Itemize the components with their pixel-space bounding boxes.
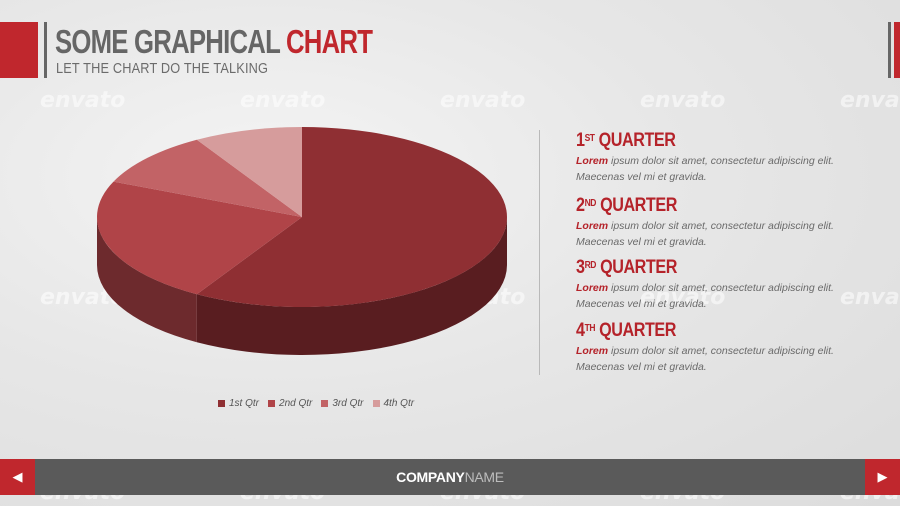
pie-chart: [96, 127, 508, 355]
quarter-suffix: ST: [584, 133, 595, 144]
quarter-heading: 1ST QUARTER: [576, 130, 831, 152]
page-title: SOME GRAPHICAL CHART: [55, 22, 373, 62]
quarter-block: 3RD QUARTER Lorem ipsum dolor sit amet, c…: [576, 257, 876, 312]
pie-slice-3: [113, 139, 302, 217]
quarter-suffix: TH: [584, 323, 596, 334]
legend-item: 1st Qtr: [218, 398, 259, 409]
quarter-number: 4: [576, 320, 585, 341]
legend-label: 1st Qtr: [229, 398, 260, 409]
envato-watermark: envato: [240, 88, 326, 113]
quarter-lead: Lorem: [576, 282, 609, 294]
legend-swatch: [268, 400, 276, 407]
footer-bar: [0, 459, 900, 495]
legend-item: 2nd Qtr: [268, 398, 312, 409]
envato-watermark: envato: [440, 88, 526, 113]
vertical-divider: [539, 130, 540, 375]
quarter-label: QUARTER: [595, 320, 677, 341]
company-name-bold: COMPANY: [396, 469, 465, 485]
pie-slice-side: [97, 217, 197, 343]
pie-slice-side: [196, 217, 507, 355]
quarter-description: Lorem ipsum dolor sit amet, consectetur …: [576, 343, 876, 375]
envato-watermark: envato: [40, 88, 126, 113]
legend-swatch: [321, 400, 329, 407]
prev-slide-button[interactable]: ◀: [0, 459, 35, 495]
legend-item: 4th Qtr: [372, 398, 415, 409]
quarter-label: QUARTER: [596, 257, 677, 278]
title-main: SOME GRAPHICAL: [55, 23, 286, 60]
title-accent: CHART: [285, 23, 373, 60]
quarter-description: Lorem ipsum dolor sit amet, consectetur …: [576, 218, 876, 250]
pie-slice-1: [196, 127, 508, 307]
chart-legend: 1st Qtr 2nd Qtr 3rd Qtr 4th Qtr: [218, 398, 414, 409]
quarter-number: 2: [576, 195, 585, 216]
right-accent-bar: [894, 22, 900, 78]
quarter-text: ipsum dolor sit amet, consectetur adipis…: [576, 345, 834, 373]
quarter-heading: 4TH QUARTER: [576, 320, 831, 342]
quarter-block: 1ST QUARTER Lorem ipsum dolor sit amet, c…: [576, 130, 876, 185]
next-slide-button[interactable]: ▶: [865, 459, 900, 495]
quarter-text: ipsum dolor sit amet, consectetur adipis…: [576, 220, 834, 248]
quarter-number: 3: [576, 257, 585, 278]
legend-swatch: [218, 400, 225, 407]
quarter-suffix: RD: [584, 260, 597, 271]
quarter-number: 1: [576, 130, 585, 151]
quarter-description: Lorem ipsum dolor sit amet, consectetur …: [576, 280, 876, 312]
quarter-block: 4TH QUARTER Lorem ipsum dolor sit amet, c…: [576, 320, 876, 375]
prev-arrow-icon: ◀: [12, 469, 23, 484]
quarter-text: ipsum dolor sit amet, consectetur adipis…: [576, 282, 834, 310]
envato-watermark: envato: [640, 88, 726, 113]
quarter-text: ipsum dolor sit amet, consectetur adipis…: [576, 155, 834, 183]
quarter-label: QUARTER: [596, 195, 677, 216]
company-name-light: NAME: [464, 469, 505, 485]
quarter-heading: 3RD QUARTER: [576, 257, 831, 279]
pie-slice-2: [96, 181, 302, 295]
next-arrow-icon: ▶: [877, 469, 888, 484]
quarter-lead: Lorem: [576, 220, 609, 232]
page-subtitle: LET THE CHART DO THE TALKING: [56, 60, 269, 77]
legend-swatch: [372, 400, 380, 407]
quarter-suffix: ND: [584, 198, 597, 209]
company-name: COMPANY NAME: [0, 459, 900, 495]
quarter-lead: Lorem: [576, 155, 609, 167]
pie-slice-4: [196, 127, 302, 217]
envato-watermark: envato: [840, 88, 900, 113]
left-accent-bar: [0, 22, 38, 78]
quarter-description: Lorem ipsum dolor sit amet, consectetur …: [576, 153, 876, 185]
legend-item: 3rd Qtr: [321, 398, 364, 409]
quarter-heading: 2ND QUARTER: [576, 195, 831, 217]
legend-label: 4th Qtr: [383, 398, 415, 409]
left-accent-line: [44, 22, 47, 78]
legend-label: 3rd Qtr: [332, 398, 364, 409]
quarter-block: 2ND QUARTER Lorem ipsum dolor sit amet, c…: [576, 195, 876, 250]
right-accent-line: [888, 22, 891, 78]
quarter-label: QUARTER: [594, 130, 676, 151]
quarter-lead: Lorem: [576, 345, 609, 357]
legend-label: 2nd Qtr: [279, 398, 313, 409]
